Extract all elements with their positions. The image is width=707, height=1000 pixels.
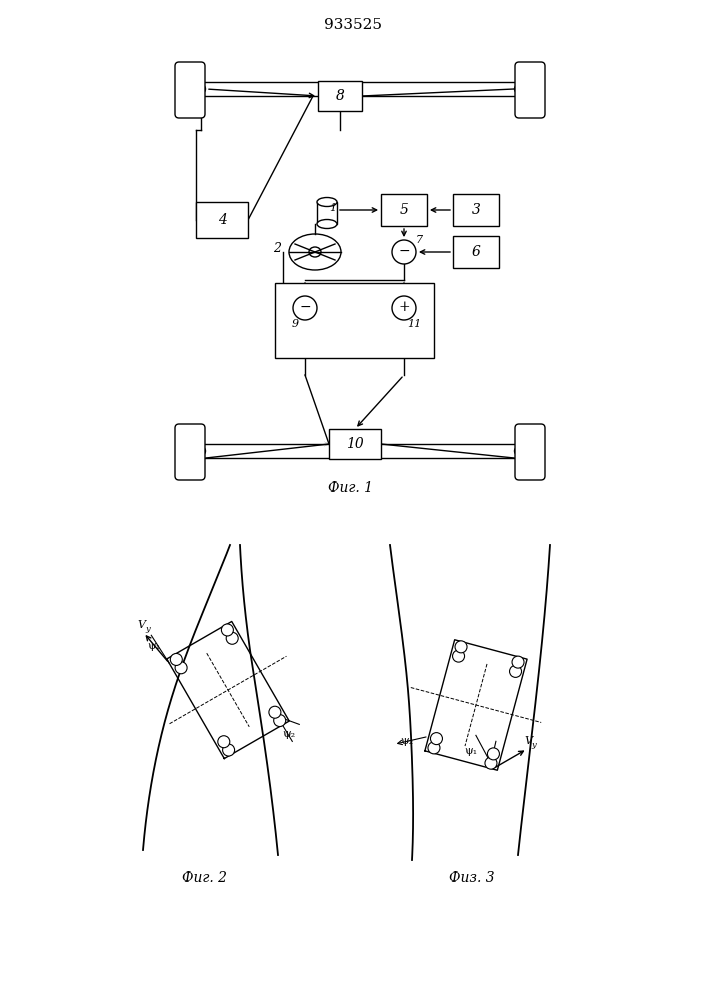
Ellipse shape — [309, 247, 321, 257]
Circle shape — [512, 656, 524, 668]
Circle shape — [452, 650, 464, 662]
Circle shape — [223, 744, 235, 756]
Circle shape — [392, 296, 416, 320]
Text: ψ₁: ψ₁ — [148, 641, 160, 651]
Text: 2: 2 — [273, 241, 281, 254]
Circle shape — [197, 85, 206, 94]
Circle shape — [170, 653, 182, 665]
Text: ψ₁: ψ₁ — [464, 746, 477, 756]
Bar — [275, 283, 434, 358]
Circle shape — [515, 85, 523, 94]
Bar — [318, 81, 362, 111]
Circle shape — [510, 665, 522, 677]
Text: 5: 5 — [399, 203, 409, 217]
Circle shape — [515, 446, 523, 456]
Text: −: − — [398, 244, 410, 258]
Circle shape — [485, 757, 497, 769]
Text: V: V — [524, 736, 532, 746]
Text: 1: 1 — [329, 203, 337, 213]
FancyBboxPatch shape — [515, 62, 545, 118]
Bar — [453, 194, 499, 226]
Text: 10: 10 — [346, 437, 364, 451]
Circle shape — [487, 748, 499, 760]
Text: 6: 6 — [472, 245, 481, 259]
Text: ψ₂: ψ₂ — [283, 729, 296, 739]
Circle shape — [293, 296, 317, 320]
Circle shape — [428, 742, 440, 754]
Text: 933525: 933525 — [324, 18, 382, 32]
Text: y: y — [145, 625, 150, 633]
Text: V: V — [138, 620, 146, 630]
Circle shape — [175, 662, 187, 674]
Bar — [453, 236, 499, 268]
Ellipse shape — [289, 234, 341, 270]
Text: +: + — [398, 300, 410, 314]
FancyBboxPatch shape — [515, 424, 545, 480]
Circle shape — [269, 706, 281, 718]
Bar — [329, 429, 381, 459]
Circle shape — [226, 632, 238, 644]
Ellipse shape — [317, 198, 337, 207]
Text: −: − — [299, 300, 311, 314]
Circle shape — [274, 715, 286, 727]
Text: y: y — [532, 741, 537, 749]
Text: 4: 4 — [218, 213, 226, 227]
Circle shape — [218, 736, 230, 748]
FancyBboxPatch shape — [175, 62, 205, 118]
Bar — [381, 194, 427, 226]
Ellipse shape — [317, 220, 337, 229]
Text: 8: 8 — [336, 89, 344, 103]
Text: ψ₂: ψ₂ — [400, 736, 414, 746]
Circle shape — [221, 624, 233, 636]
Text: 11: 11 — [407, 319, 421, 329]
Circle shape — [197, 446, 206, 456]
Circle shape — [431, 733, 443, 745]
Text: 9: 9 — [291, 319, 298, 329]
Bar — [196, 202, 248, 238]
Text: 7: 7 — [416, 235, 423, 245]
Text: Фиг. 2: Фиг. 2 — [182, 871, 228, 885]
Text: Физ. 3: Физ. 3 — [449, 871, 495, 885]
Circle shape — [392, 240, 416, 264]
Text: Фиг. 1: Фиг. 1 — [327, 481, 373, 495]
Bar — [317, 202, 337, 224]
Text: 3: 3 — [472, 203, 481, 217]
Circle shape — [455, 641, 467, 653]
FancyBboxPatch shape — [175, 424, 205, 480]
